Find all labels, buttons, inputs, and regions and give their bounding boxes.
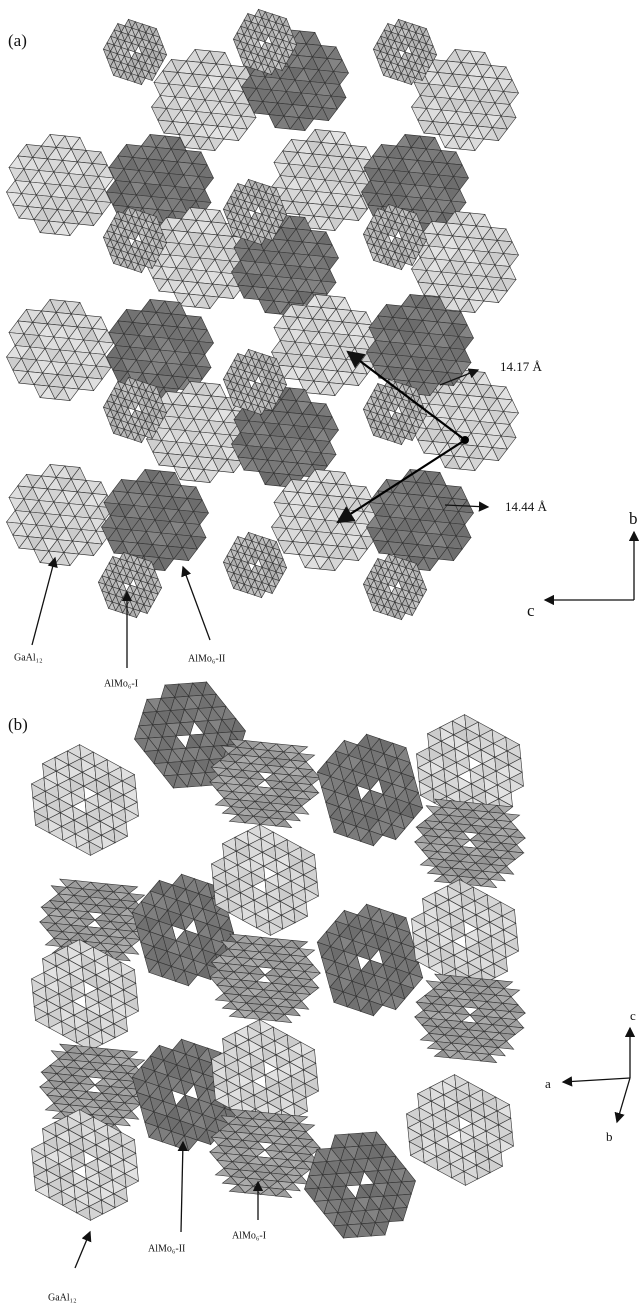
- polyhedral-cluster: [367, 469, 474, 570]
- polyhedral-cluster: [7, 299, 114, 400]
- polyhedral-cluster: [7, 464, 114, 565]
- figure: (a) 14.17 Å 14.44 Å b c GaAl₁₂ AlMo₆-I A…: [0, 0, 643, 1310]
- polyhedral-cluster: [415, 799, 525, 888]
- polyhedral-cluster: [317, 904, 422, 1016]
- polyhedral-cluster: [152, 49, 259, 150]
- polyhedral-cluster: [317, 734, 422, 846]
- polyhedral-cluster: [32, 1110, 139, 1221]
- polyhedra: [7, 9, 526, 1238]
- polyhedral-cluster: [272, 294, 379, 395]
- polyhedral-cluster: [102, 469, 209, 570]
- polyhedral-cluster: [223, 532, 286, 597]
- polyhedral-cluster: [32, 745, 139, 856]
- polyhedral-cluster: [272, 469, 379, 570]
- polyhedral-cluster: [103, 19, 166, 84]
- polyhedral-cluster: [415, 974, 525, 1063]
- polyhedral-cluster: [412, 880, 519, 991]
- polyhedral-cluster: [7, 134, 114, 235]
